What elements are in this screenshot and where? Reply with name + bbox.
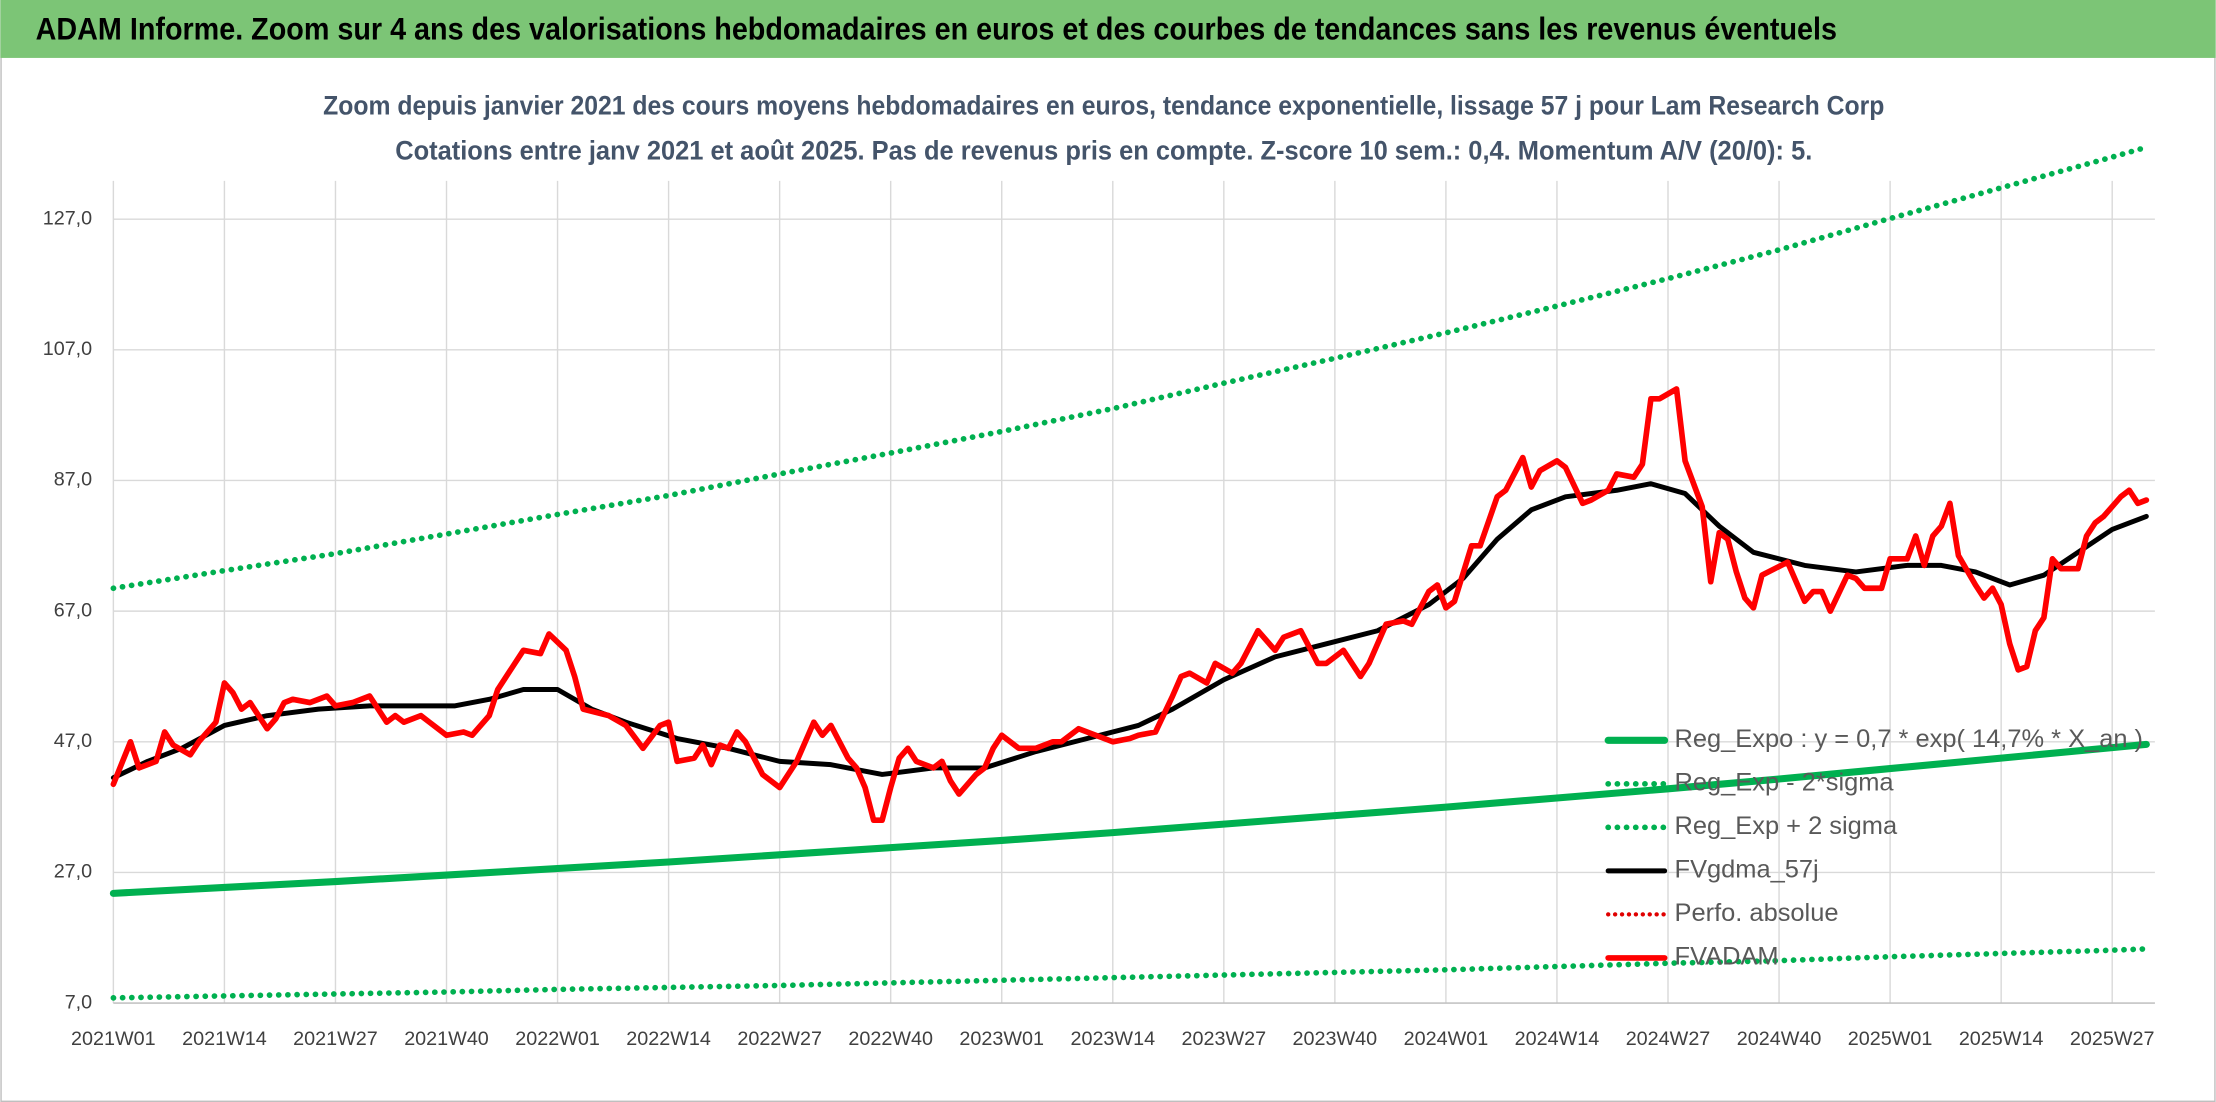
legend-label: Reg_Exp - 2*sigma [1675,769,1895,797]
y-tick-label: 107,0 [43,338,92,360]
legend-label: Reg_Expo : y = 0,7 * exp( 14,7% * X_an ) [1675,725,2143,753]
chart-title: Zoom depuis janvier 2021 des cours moyen… [323,90,1884,120]
y-tick-label: 67,0 [54,599,92,621]
x-tick-label: 2022W01 [515,1028,600,1050]
x-tick-label: 2024W27 [1626,1028,1711,1050]
series-line [110,144,2150,592]
x-tick-label: 2022W27 [737,1028,822,1050]
x-tick-label: 2021W01 [71,1028,156,1050]
x-tick-label: 2025W14 [1959,1028,2044,1050]
chart-subtitle: Cotations entre janv 2021 et août 2025. … [395,136,1812,166]
series-line [109,740,2150,897]
legend-label: FVgdma_57j [1675,856,1819,884]
legend-label: FVADAM [1675,943,1779,971]
x-tick-label: 2022W40 [848,1028,933,1050]
header: ADAM Informe. Zoom sur 4 ans des valoris… [36,11,1837,46]
x-tick-label: 2023W40 [1293,1028,1378,1050]
y-tick-label: 127,0 [43,207,92,229]
x-tick-label: 2024W14 [1515,1028,1600,1050]
x-tick-label: 2021W14 [182,1028,267,1050]
y-tick-label: 47,0 [54,730,92,752]
series-line [110,386,2150,824]
x-tick-label: 2022W14 [626,1028,711,1050]
x-tick-label: 2021W40 [404,1028,489,1050]
header-bar [0,0,2216,58]
y-tick-label: 27,0 [54,861,92,883]
legend-label: Reg_Exp + 2 sigma [1675,812,1898,840]
y-tick-label: 7,0 [65,991,92,1013]
series-line [110,946,2150,1001]
legend-label: Perfo. absolue [1675,899,1839,927]
series-line [110,481,2149,781]
x-tick-label: 2021W27 [293,1028,378,1050]
x-tick-label: 2023W14 [1070,1028,1155,1050]
x-tick-label: 2023W01 [959,1028,1044,1050]
y-tick-label: 87,0 [54,469,92,491]
x-tick-label: 2025W27 [2070,1028,2155,1050]
x-tick-label: 2023W27 [1182,1028,1267,1050]
x-tick-label: 2024W40 [1737,1028,1822,1050]
x-tick-label: 2024W01 [1404,1028,1489,1050]
x-tick-label: 2025W01 [1848,1028,1933,1050]
